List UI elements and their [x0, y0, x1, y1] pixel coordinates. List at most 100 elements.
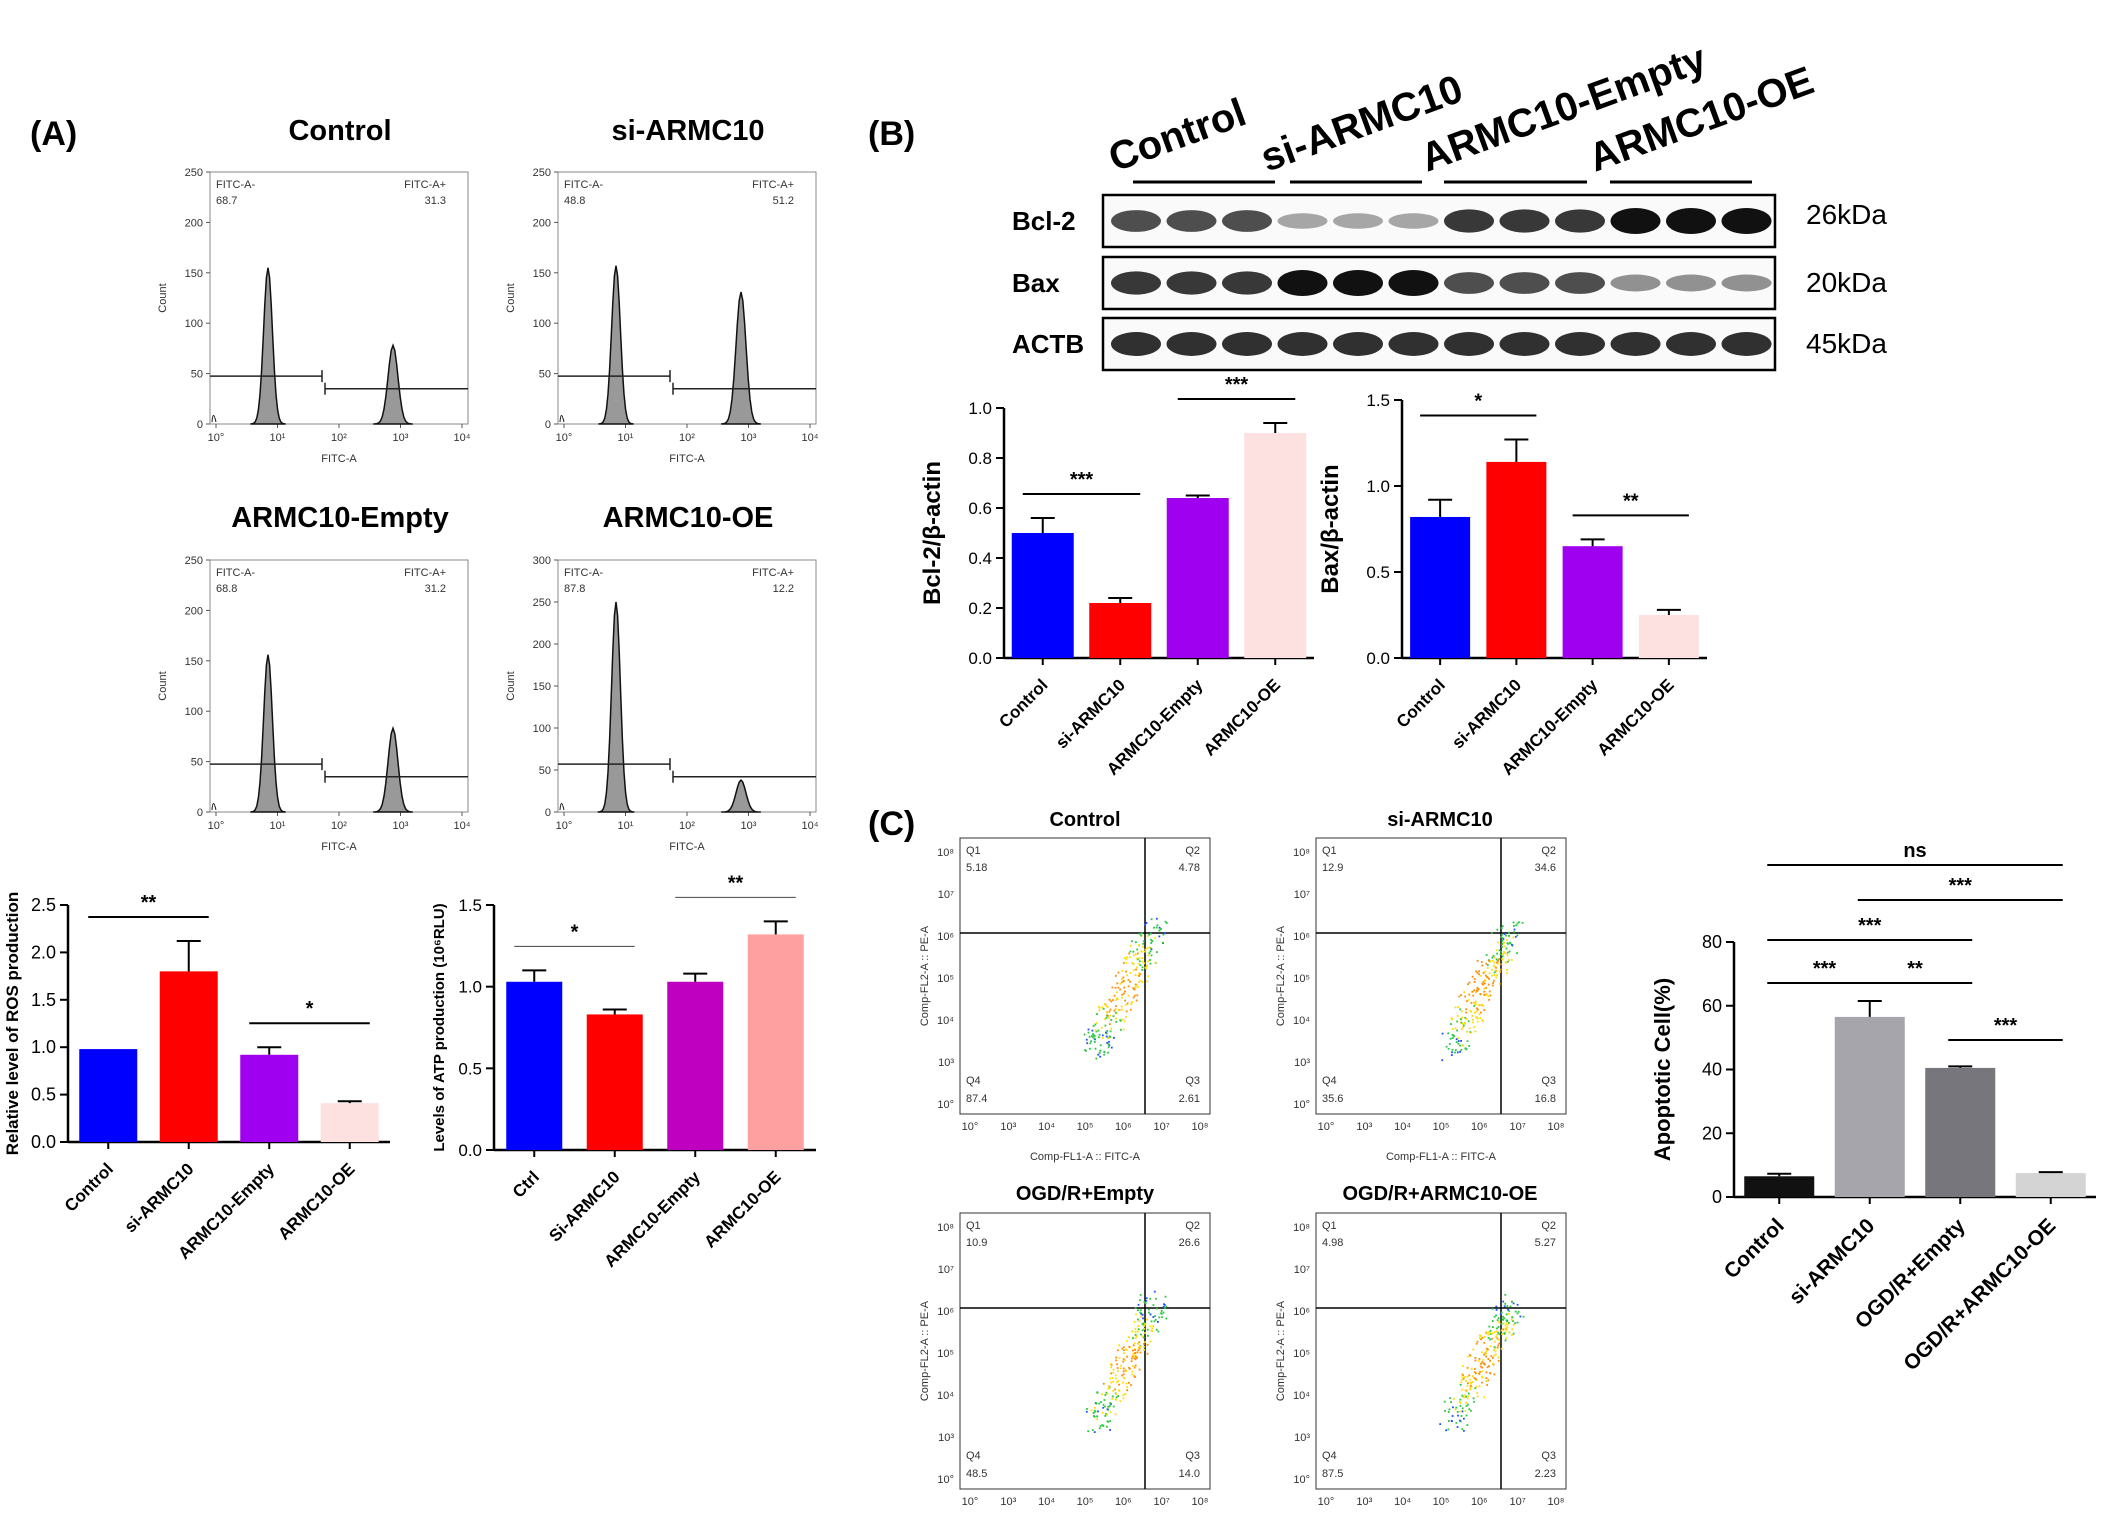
scatter-dot [1498, 949, 1501, 952]
blot-band [1111, 271, 1161, 295]
y-tick-label: 0 [197, 419, 203, 431]
scatter-dot [1111, 1377, 1114, 1379]
scatter-dot [1147, 954, 1150, 957]
scatter-dot [1156, 917, 1158, 920]
y-tick-label: 150 [533, 268, 551, 280]
scatter-dot [1113, 1036, 1115, 1039]
y-tick-label: 200 [185, 605, 203, 617]
scatter-dot [1488, 1325, 1491, 1328]
scatter-dot [1481, 964, 1484, 967]
scatter-dot [1473, 1400, 1475, 1403]
flow-scatter-plots: Control 10° 10° 10³ 10³ 10⁴ 10⁴ 10⁵ 10⁵ 10⁶ 10⁶ 10⁷… [919, 809, 1567, 1508]
scatter-dot [1135, 968, 1137, 971]
scatter-dot [1462, 1374, 1464, 1377]
q4-label: Q4 [1322, 1075, 1337, 1087]
scatter-dot [1150, 942, 1153, 944]
scatter-dot [1505, 1319, 1508, 1322]
gate-right-label: FITC-A+ [404, 567, 446, 579]
scatter-dot [1138, 975, 1140, 977]
scatter-dot [1483, 1396, 1486, 1399]
scatter-dot [1115, 1359, 1118, 1362]
scatter-dot [1500, 1329, 1503, 1332]
scatter-dot [1127, 1336, 1130, 1338]
x-tick-label: 10¹ [618, 820, 634, 832]
scatter-dot [1133, 1366, 1136, 1369]
x-axis-label: FITC-A [321, 841, 357, 853]
scatter-dot [1112, 1389, 1114, 1392]
scatter-dot [1495, 1314, 1497, 1317]
scatter-dot [1468, 1374, 1471, 1377]
bar-2 [1562, 546, 1623, 658]
scatter-dot [1472, 1397, 1475, 1400]
scatter-dot [1112, 1368, 1115, 1371]
q2-value: 5.27 [1535, 1237, 1556, 1249]
scatter-dot [1503, 1305, 1506, 1308]
scatter-dot [1127, 985, 1130, 988]
blot-band [1444, 272, 1494, 294]
scatter-dot [1460, 1018, 1462, 1021]
scatter-dot [1455, 1406, 1458, 1409]
scatter-y-tick: 10³ [1294, 1057, 1310, 1069]
scatter-dot [1133, 1354, 1136, 1357]
scatter-dot [1473, 989, 1476, 992]
scatter-dot [1491, 960, 1494, 962]
scatter-dot [1104, 1415, 1107, 1417]
scatter-dot [1447, 1428, 1450, 1431]
bar-0 [1410, 516, 1471, 658]
y-tick-label: 0.4 [968, 549, 992, 568]
significance-label: ns [1903, 840, 1926, 862]
scatter-dot [1481, 1351, 1483, 1354]
scatter-dot [1129, 956, 1131, 959]
scatter-dot [1136, 957, 1138, 960]
scatter-dot [1476, 1392, 1479, 1394]
scatter-dot [1087, 1031, 1090, 1034]
scatter-dot [1126, 956, 1128, 959]
scatter-dot [1123, 992, 1125, 995]
scatter-dot [1448, 1043, 1451, 1045]
histogram-edge [559, 803, 565, 811]
blot-group-label: Control [1103, 90, 1252, 180]
scatter-dot [1135, 941, 1137, 944]
scatter-dot [1110, 1028, 1113, 1030]
scatter-dot [1101, 1424, 1104, 1426]
scatter-dot [1462, 1024, 1465, 1027]
scatter-dot [1467, 983, 1469, 986]
scatter-dot [1497, 1338, 1500, 1341]
scatter-dot [1163, 1303, 1165, 1306]
scatter-dot [1087, 1028, 1090, 1031]
x-tick-label: 10° [208, 820, 225, 832]
scatter-dot [1121, 993, 1124, 996]
scatter-y-label: Comp-FL2-A :: PE-A [1275, 1300, 1287, 1401]
scatter-dot [1454, 1408, 1457, 1411]
scatter-dot [1137, 1328, 1140, 1331]
scatter-dot [1155, 926, 1158, 929]
scatter-dot [1506, 1323, 1509, 1326]
scatter-x-tick: 10⁵ [1433, 1121, 1450, 1133]
scatter-dot [1469, 1378, 1472, 1381]
scatter-dot [1476, 959, 1479, 962]
scatter-dot [1461, 1388, 1464, 1391]
scatter-dot [1497, 941, 1499, 944]
y-tick-label: 0.5 [31, 1085, 56, 1105]
category-label: si-ARMC10 [1448, 675, 1525, 752]
scatter-dot [1459, 1410, 1461, 1413]
scatter-dot [1451, 1048, 1454, 1051]
scatter-dot [1508, 1313, 1510, 1315]
scatter-dot [1489, 994, 1492, 997]
scatter-dot [1502, 1322, 1505, 1325]
scatter-dot [1488, 1332, 1491, 1334]
scatter-y-tick: 10° [1293, 1099, 1310, 1111]
scatter-dot [1462, 1026, 1464, 1029]
histogram-peak-negative [250, 654, 286, 813]
scatter-dot [1115, 1381, 1118, 1384]
scatter-dot [1483, 1009, 1486, 1011]
scatter-dot [1152, 1304, 1155, 1306]
q4-value: 35.6 [1322, 1093, 1343, 1105]
scatter-dot [1109, 1420, 1111, 1422]
scatter-dot [1114, 1374, 1117, 1377]
scatter-dot [1500, 963, 1503, 966]
scatter-dot [1492, 955, 1495, 957]
bar-chart-apoptosis: 0 20 40 60 80 Apoptotic Cell(%) Controlsi-ARMC… [1650, 840, 2096, 1375]
scatter-dot [1464, 1017, 1467, 1019]
scatter-dot [1460, 1021, 1463, 1024]
